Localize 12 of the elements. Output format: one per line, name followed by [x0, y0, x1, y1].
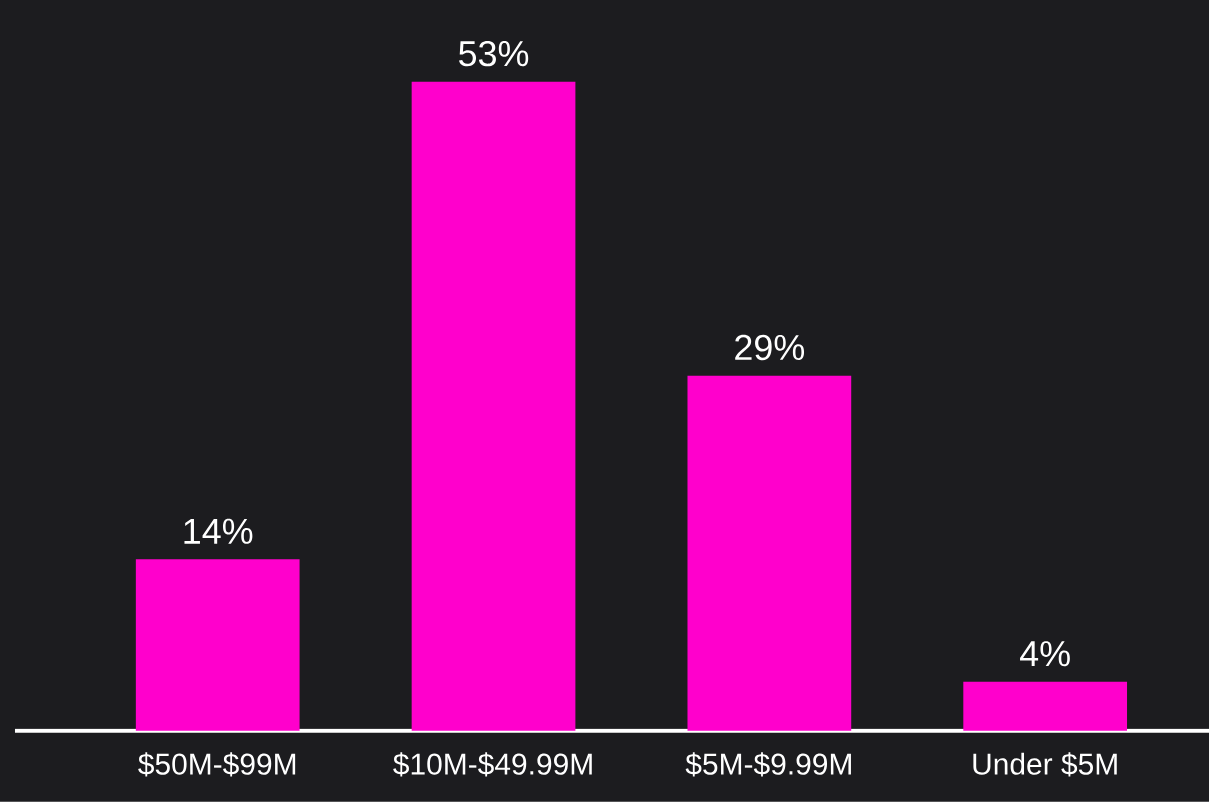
- x-tick-label: $5M-$9.99M: [685, 752, 851, 777]
- x-tick-label: $50M-$99M: [138, 752, 296, 777]
- bar: [135, 559, 300, 731]
- data-label: 4%: [1020, 641, 1070, 667]
- bar: [687, 375, 852, 731]
- bar: [411, 82, 576, 731]
- bar: [963, 681, 1128, 731]
- data-label: 53%: [459, 41, 529, 67]
- x-tick-label: Under $5M: [973, 752, 1117, 777]
- data-label: 29%: [735, 334, 805, 361]
- x-tick-label: $10M-$49.99M: [393, 752, 592, 777]
- data-label: 14%: [184, 518, 253, 545]
